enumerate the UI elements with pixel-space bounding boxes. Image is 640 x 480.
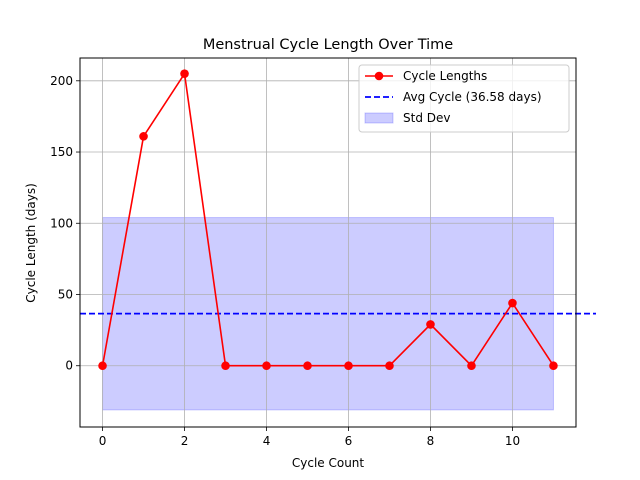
data-point	[180, 69, 189, 78]
y-tick-label: 150	[50, 145, 73, 159]
data-point	[344, 361, 353, 371]
x-tick-label: 2	[181, 434, 189, 448]
legend-label: Cycle Lengths	[403, 69, 487, 83]
x-axis-label: Cycle Count	[292, 456, 365, 470]
legend-label: Avg Cycle (36.58 days)	[403, 90, 542, 104]
x-tick-label: 4	[263, 434, 271, 448]
legend-marker-swatch	[374, 71, 384, 81]
data-point	[549, 361, 558, 371]
y-tick-label: 200	[50, 74, 73, 88]
data-point	[98, 361, 107, 371]
data-point	[139, 132, 148, 141]
chart-title: Menstrual Cycle Length Over Time	[203, 37, 453, 53]
x-tick-label: 6	[345, 434, 353, 448]
y-tick-label: 50	[58, 288, 73, 302]
x-tick-label: 10	[505, 434, 520, 448]
data-point	[221, 361, 230, 371]
x-tick-label: 8	[427, 434, 435, 448]
axes-frame	[79, 57, 577, 428]
data-point	[467, 361, 476, 371]
cycle-lengths-line	[101, 71, 555, 368]
legend-band-swatch	[364, 112, 394, 124]
y-tick-label: 100	[50, 216, 73, 230]
x-tick-label: 0	[99, 434, 107, 448]
y-tick-label: 0	[65, 359, 73, 373]
legend-label: Std Dev	[403, 111, 450, 125]
data-point	[303, 361, 312, 371]
data-point	[262, 361, 271, 371]
data-point	[385, 361, 394, 371]
data-point	[508, 298, 517, 308]
legend-box	[358, 64, 570, 133]
data-point	[426, 320, 435, 329]
legend: Cycle Lengths Avg Cycle (36.58 days) Std D…	[358, 64, 570, 133]
y-axis-label: Cycle Length (days)	[24, 183, 38, 303]
